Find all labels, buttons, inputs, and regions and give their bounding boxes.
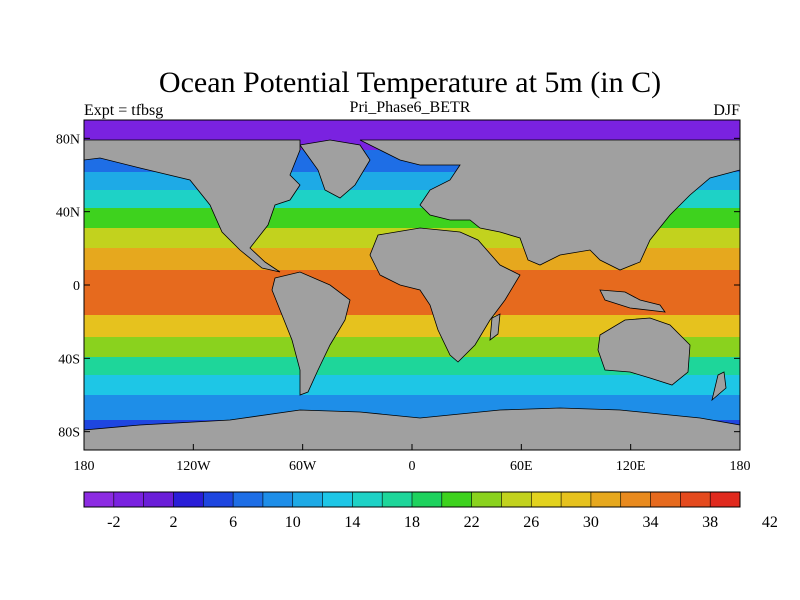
colorbar-label: 34 bbox=[643, 514, 659, 531]
season-label: DJF bbox=[713, 102, 740, 119]
band-tropic-s bbox=[84, 315, 740, 337]
lat-tick-label: 0 bbox=[73, 279, 80, 294]
colorbar-swatch bbox=[501, 492, 532, 507]
colorbar-swatch bbox=[322, 492, 353, 507]
band-south-cool bbox=[84, 375, 740, 395]
africa bbox=[369, 227, 521, 363]
south-america bbox=[271, 271, 351, 396]
map-plot-area bbox=[84, 120, 740, 450]
lon-tick-label: 180 bbox=[74, 459, 95, 474]
colorbar-swatch bbox=[382, 492, 413, 507]
band-south-mild bbox=[84, 357, 740, 375]
lat-tick-label: 40N bbox=[56, 206, 80, 221]
latitude-axis: 80N 40N 0 40S 80S bbox=[56, 132, 740, 441]
indonesia bbox=[599, 289, 666, 313]
madagascar bbox=[489, 313, 501, 341]
colorbar-swatch bbox=[203, 492, 234, 507]
longitude-axis: 180 120W 60W 0 60E 120E 180 bbox=[74, 444, 751, 474]
colorbar-label: 22 bbox=[464, 514, 480, 531]
expt-label: Expt = tfbsg bbox=[84, 102, 163, 119]
colorbar-swatch bbox=[561, 492, 592, 507]
eurasia bbox=[359, 139, 740, 271]
lat-tick-label: 40S bbox=[58, 352, 80, 367]
case-label: Pri_Phase6_BETR bbox=[350, 99, 471, 116]
colorbar-swatch bbox=[680, 492, 711, 507]
colorbar-swatch bbox=[143, 492, 174, 507]
greenland bbox=[299, 139, 371, 199]
colorbar-swatch bbox=[531, 492, 562, 507]
colorbar-swatch bbox=[471, 492, 502, 507]
land bbox=[84, 139, 740, 450]
colorbar-swatch bbox=[441, 492, 473, 507]
colorbar-label: 10 bbox=[285, 514, 301, 531]
colorbar-swatch bbox=[84, 492, 115, 507]
colorbar-swatch bbox=[292, 492, 324, 507]
colorbar-label: 2 bbox=[169, 514, 177, 531]
map-title: Ocean Potential Temperature at 5m (in C) bbox=[159, 66, 661, 99]
lon-tick-label: 60E bbox=[510, 459, 533, 474]
colorbar-label: 6 bbox=[229, 514, 237, 531]
colorbar-label: 14 bbox=[344, 514, 360, 531]
new-zealand bbox=[711, 371, 727, 402]
colorbar-label: 26 bbox=[523, 514, 539, 531]
colorbar-swatch bbox=[650, 492, 681, 507]
australia bbox=[597, 317, 691, 386]
colorbar: -2 2 6 10 14 18 22 26 30 34 38 42 bbox=[83, 491, 778, 531]
colorbar-label: 42 bbox=[762, 514, 778, 531]
colorbar-label: 30 bbox=[583, 514, 599, 531]
lon-tick-label: 120E bbox=[616, 459, 646, 474]
colorbar-swatch bbox=[173, 492, 204, 507]
lon-tick-label: 60W bbox=[289, 459, 317, 474]
colorbar-swatch bbox=[113, 492, 145, 507]
lon-tick-label: 120W bbox=[176, 459, 211, 474]
colorbar-swatch bbox=[590, 492, 622, 507]
north-america bbox=[84, 139, 301, 273]
colorbar-label: 18 bbox=[404, 514, 420, 531]
colorbar-label: -2 bbox=[107, 514, 120, 531]
colorbar-swatch bbox=[352, 492, 383, 507]
colorbar-swatch bbox=[262, 492, 294, 507]
lat-tick-label: 80S bbox=[58, 426, 80, 441]
lat-tick-label: 80N bbox=[56, 132, 80, 147]
colorbar-swatch bbox=[233, 492, 264, 507]
band-subtropic-s bbox=[84, 337, 740, 357]
colorbar-swatch bbox=[620, 492, 652, 507]
lon-tick-label: 0 bbox=[409, 459, 416, 474]
colorbar-label: 38 bbox=[702, 514, 718, 531]
lon-tick-label: 180 bbox=[730, 459, 751, 474]
colorbar-swatch bbox=[710, 492, 741, 507]
antarctica bbox=[84, 407, 740, 450]
colorbar-swatch bbox=[412, 492, 443, 507]
